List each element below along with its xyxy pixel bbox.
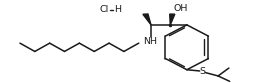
Polygon shape — [170, 14, 175, 25]
Text: H: H — [114, 5, 121, 14]
Text: Cl: Cl — [100, 5, 109, 14]
Text: S: S — [199, 67, 205, 76]
Polygon shape — [143, 14, 151, 25]
Text: OH: OH — [174, 4, 188, 13]
Text: NH: NH — [143, 37, 157, 46]
